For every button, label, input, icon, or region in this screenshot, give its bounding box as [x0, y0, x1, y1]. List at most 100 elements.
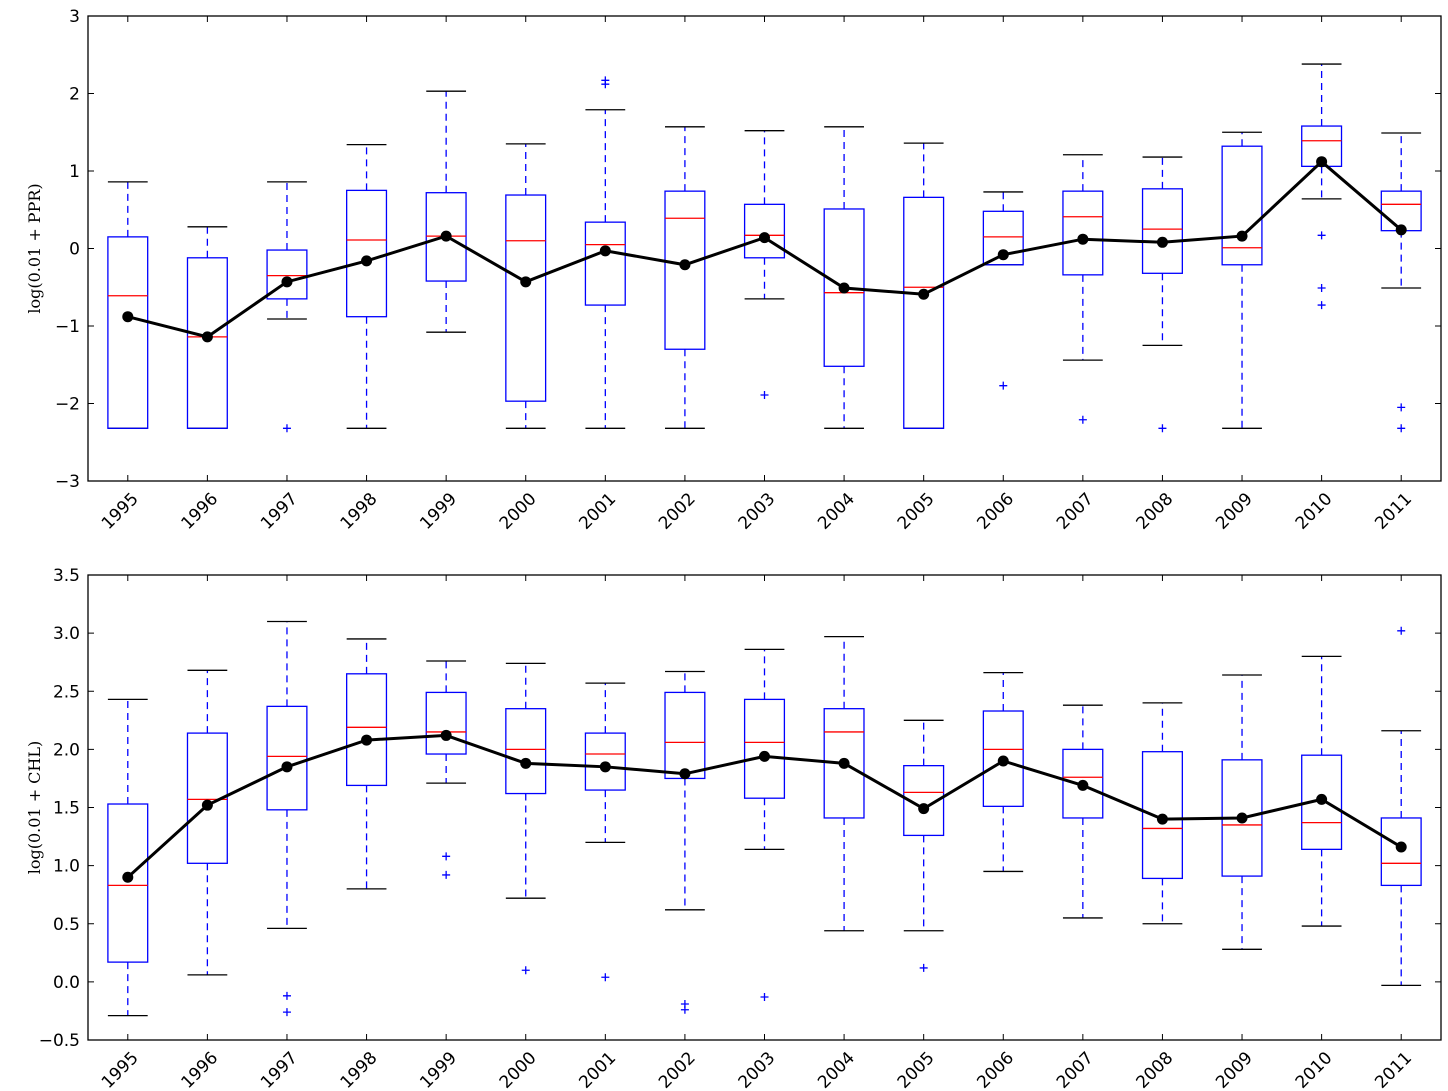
x-tick-label: 2008: [1133, 489, 1178, 534]
flier: [1317, 231, 1326, 240]
subplot: −3 −2 −1 0 1 2 3 log(0.01 + PPR) 1995 1996 1997 199…: [25, 7, 1442, 534]
flier: [680, 1005, 689, 1014]
mean-point: [838, 757, 850, 769]
box: [982, 710, 1024, 807]
box: [346, 673, 388, 787]
x-tick-label: 2003: [735, 1048, 780, 1091]
y-tick-label: 0.0: [53, 973, 80, 993]
box: [186, 732, 228, 864]
x-tick-label: 2006: [973, 1048, 1018, 1091]
x-tick-label: 1999: [416, 489, 461, 534]
x-tick-label: 2008: [1133, 1048, 1178, 1091]
y-tick-label: 1: [69, 162, 80, 182]
box: [1062, 748, 1104, 819]
y-tick-label: 2: [69, 85, 80, 105]
mean-point: [838, 282, 850, 294]
flier: [442, 870, 451, 879]
x-tick-label: 2009: [1212, 1048, 1257, 1091]
x-tick-label: 1999: [416, 1048, 461, 1091]
flier: [999, 381, 1008, 390]
box: [186, 257, 228, 429]
x-tick-label: 2007: [1053, 1048, 1098, 1091]
x-tick-label: 2003: [735, 489, 780, 534]
mean-point: [997, 755, 1009, 767]
mean-point: [997, 249, 1009, 261]
flier: [1397, 424, 1406, 433]
mean-point: [1077, 779, 1089, 791]
box: [505, 194, 547, 402]
flier: [601, 80, 610, 89]
x-tick-label: 2001: [575, 489, 620, 534]
box: [346, 189, 388, 318]
x-tick-label: 1998: [337, 1048, 382, 1091]
mean-point: [918, 288, 930, 300]
x-tick-label: 2005: [894, 489, 939, 534]
x-tick-label: 2009: [1212, 489, 1257, 534]
flier: [760, 992, 769, 1001]
axes-frame: [87, 574, 1442, 1041]
x-tick-label: 2010: [1292, 489, 1337, 534]
box: [584, 221, 626, 306]
y-tick-label: 1.5: [53, 799, 80, 819]
x-tick-label: 1996: [177, 489, 222, 534]
mean-point: [759, 232, 770, 244]
box: [584, 732, 626, 791]
flier: [282, 1008, 291, 1017]
x-tick-label: 2004: [814, 1048, 859, 1091]
box: [823, 208, 865, 367]
flier: [282, 424, 291, 433]
axes-frame: [87, 15, 1442, 482]
box: [1301, 754, 1343, 850]
flier: [1397, 626, 1406, 635]
y-tick-label: −1: [55, 317, 80, 337]
x-tick-label: 1998: [337, 489, 382, 534]
box: [1062, 190, 1104, 276]
y-tick-label: 3.5: [53, 566, 80, 586]
x-tick-label: 2007: [1053, 489, 1098, 534]
flier: [601, 973, 610, 982]
mean-point: [1156, 236, 1168, 248]
flier: [1397, 403, 1406, 412]
mean-point: [520, 757, 532, 769]
mean-point: [440, 729, 452, 741]
box: [743, 698, 786, 799]
mean-point: [281, 276, 293, 288]
x-tick-label: 1995: [98, 1048, 143, 1091]
x-tick-label: 2011: [1371, 489, 1416, 534]
y-tick-label: 1.0: [53, 857, 80, 877]
flier: [760, 390, 769, 399]
box: [266, 249, 308, 300]
mean-point: [1395, 841, 1407, 853]
mean-point: [361, 255, 373, 267]
x-tick-label: 1997: [257, 1048, 302, 1091]
mean-point: [759, 750, 770, 762]
x-tick-label: 2005: [894, 1048, 939, 1091]
x-tick-label: 2002: [655, 489, 700, 534]
box: [107, 236, 149, 429]
x-tick-label: 2000: [496, 1048, 541, 1091]
y-tick-label: 3: [69, 7, 80, 27]
mean-point: [599, 245, 611, 257]
y-tick-label: 3.0: [53, 624, 80, 644]
mean-point: [122, 311, 134, 323]
box: [1380, 817, 1422, 887]
mean-point: [1236, 812, 1248, 824]
mean-point: [1316, 793, 1328, 805]
x-tick-label: 2006: [973, 489, 1018, 534]
flier: [521, 966, 530, 975]
mean-point: [201, 331, 213, 343]
box: [1141, 751, 1183, 880]
mean-point: [1156, 813, 1168, 825]
box: [823, 708, 865, 819]
y-tick-label: −2: [55, 395, 80, 415]
box: [982, 210, 1024, 266]
box: [664, 190, 706, 350]
x-tick-label: 1996: [177, 1048, 222, 1091]
mean-point: [440, 230, 452, 242]
x-tick-label: 2004: [814, 489, 859, 534]
box: [505, 708, 547, 795]
mean-point: [918, 803, 930, 815]
y-tick-label: 2.5: [53, 682, 80, 702]
mean-point: [281, 761, 293, 773]
